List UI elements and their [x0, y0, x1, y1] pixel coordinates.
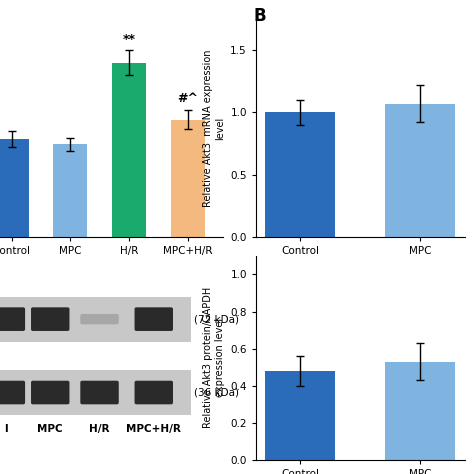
Text: MPC+H/R: MPC+H/R — [127, 424, 181, 434]
Text: B: B — [254, 7, 266, 25]
Text: l: l — [4, 424, 8, 434]
FancyBboxPatch shape — [80, 314, 119, 324]
FancyBboxPatch shape — [31, 307, 70, 331]
FancyBboxPatch shape — [80, 381, 119, 404]
Text: H/R: H/R — [89, 424, 110, 434]
Text: (36 kDa): (36 kDa) — [194, 388, 239, 398]
FancyBboxPatch shape — [0, 381, 25, 404]
Bar — [265, 371, 335, 460]
Bar — [385, 362, 455, 460]
Y-axis label: Relative Akt3 protein/GAPDH
expression level: Relative Akt3 protein/GAPDH expression l… — [203, 287, 225, 428]
Text: **: ** — [122, 33, 136, 46]
Bar — [171, 120, 205, 237]
Y-axis label: Relative Akt3  mRNA expression
level: Relative Akt3 mRNA expression level — [203, 49, 225, 207]
Text: MPC: MPC — [37, 424, 63, 434]
FancyBboxPatch shape — [135, 381, 173, 404]
Bar — [112, 63, 146, 237]
Bar — [53, 145, 87, 237]
Text: #^: #^ — [177, 92, 198, 105]
FancyBboxPatch shape — [0, 307, 25, 331]
FancyBboxPatch shape — [31, 381, 70, 404]
Bar — [385, 104, 455, 237]
FancyBboxPatch shape — [135, 307, 173, 331]
FancyBboxPatch shape — [0, 370, 191, 415]
Bar — [265, 112, 335, 237]
Text: (72 kDa): (72 kDa) — [194, 314, 239, 324]
Bar — [0, 139, 28, 237]
FancyBboxPatch shape — [0, 297, 191, 342]
